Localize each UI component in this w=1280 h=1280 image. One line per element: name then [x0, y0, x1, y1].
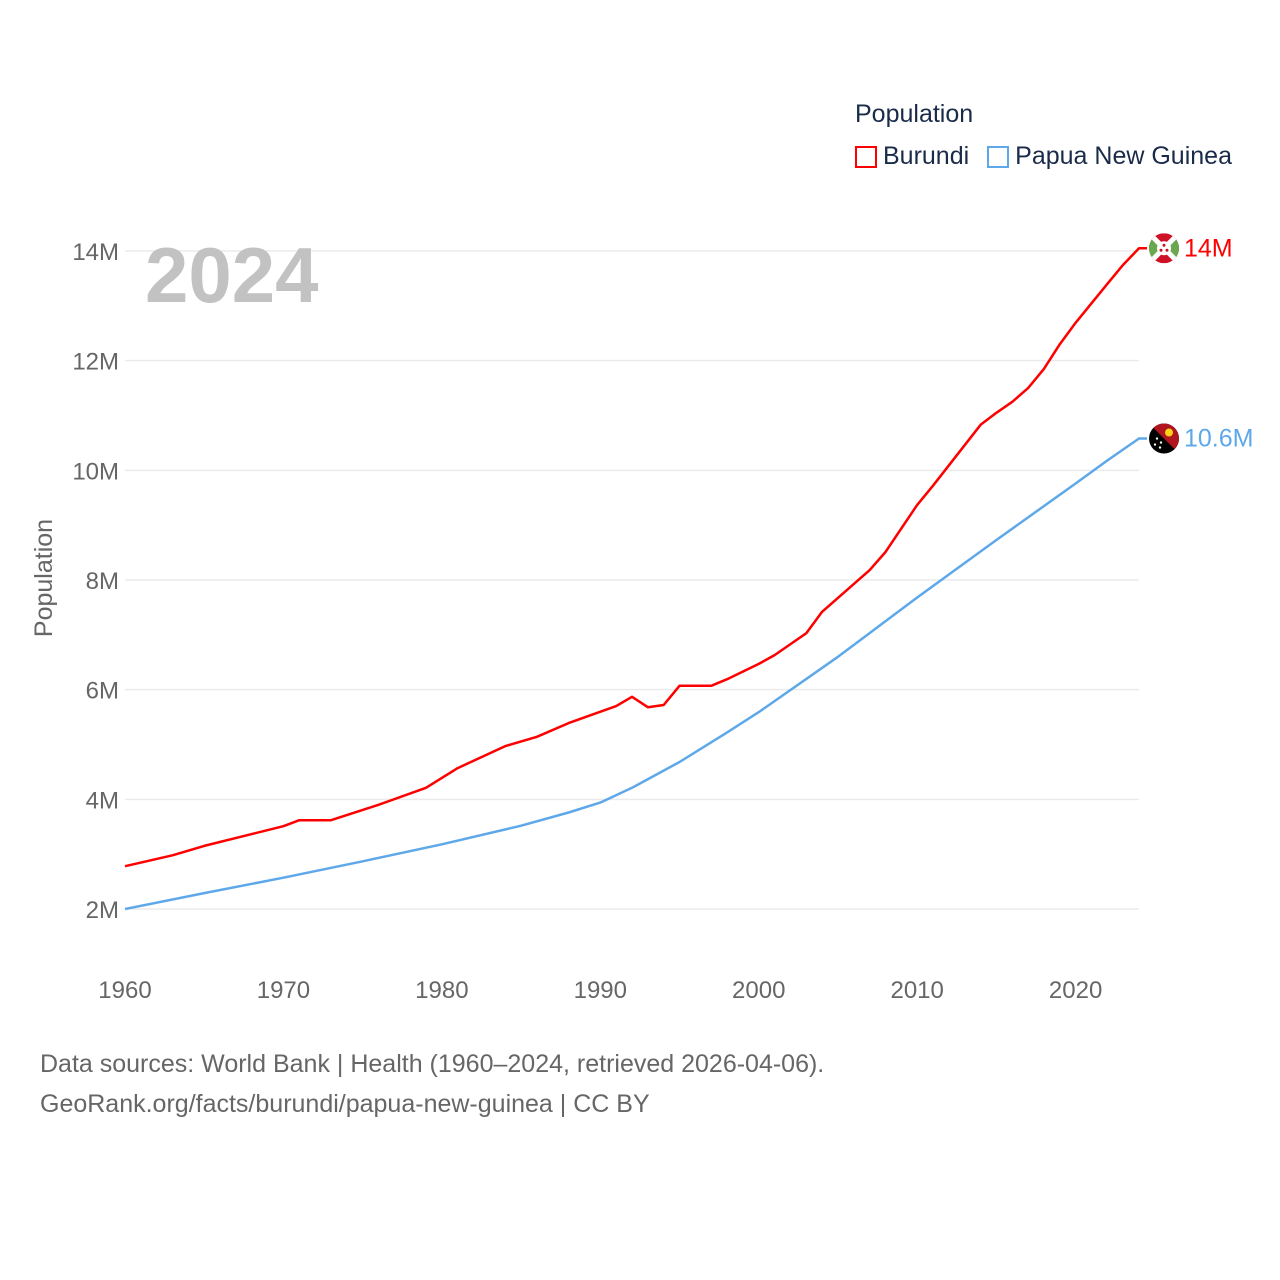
legend-label: Burundi [883, 142, 970, 170]
y-tick-label: 10M [72, 458, 119, 485]
y-tick-label: 2M [86, 897, 119, 924]
y-tick-label: 6M [86, 678, 119, 705]
x-tick-label: 2020 [1049, 977, 1102, 1004]
data-sources: Data sources: World Bank | Health (1960–… [40, 1050, 825, 1078]
end-value-label: 14M [1184, 234, 1233, 262]
burundi-flag-icon [1149, 233, 1179, 264]
y-tick-label: 14M [72, 239, 119, 266]
y-axis-label: Population [30, 519, 58, 637]
series-line-papua-new-guinea [124, 437, 1148, 911]
legend-swatch-png [987, 145, 1010, 168]
legend-item-burundi[interactable]: Burundi [855, 142, 969, 171]
x-tick-label: 1990 [574, 977, 627, 1004]
papua-new-guinea-flag-icon [1149, 423, 1179, 454]
year-watermark: 2024 [145, 231, 319, 319]
x-tick-label: 2000 [732, 977, 785, 1004]
y-tick-label: 12M [72, 349, 119, 376]
legend-label: Papua New Guinea [1015, 142, 1232, 170]
x-tick-label: 1970 [257, 977, 310, 1004]
legend-item-papua-new-guinea[interactable]: Papua New Guinea [987, 142, 1232, 171]
source-link[interactable]: GeoRank.org/facts/burundi/papua-new-guin… [40, 1090, 650, 1118]
end-value-label: 10.6M [1184, 425, 1253, 453]
y-tick-label: 8M [86, 568, 119, 595]
legend-swatch-burundi [855, 145, 877, 168]
footer: Data sources: World Bank | Health (1960–… [40, 1044, 824, 1124]
x-tick-label: 1960 [98, 977, 151, 1004]
x-tick-label: 2010 [890, 977, 943, 1004]
x-tick-label: 1980 [415, 977, 468, 1004]
series-line-burundi [124, 247, 1148, 868]
y-tick-label: 4M [86, 787, 119, 814]
legend: Burundi Papua New Guinea [855, 142, 1232, 171]
legend-title: Population [855, 100, 974, 128]
